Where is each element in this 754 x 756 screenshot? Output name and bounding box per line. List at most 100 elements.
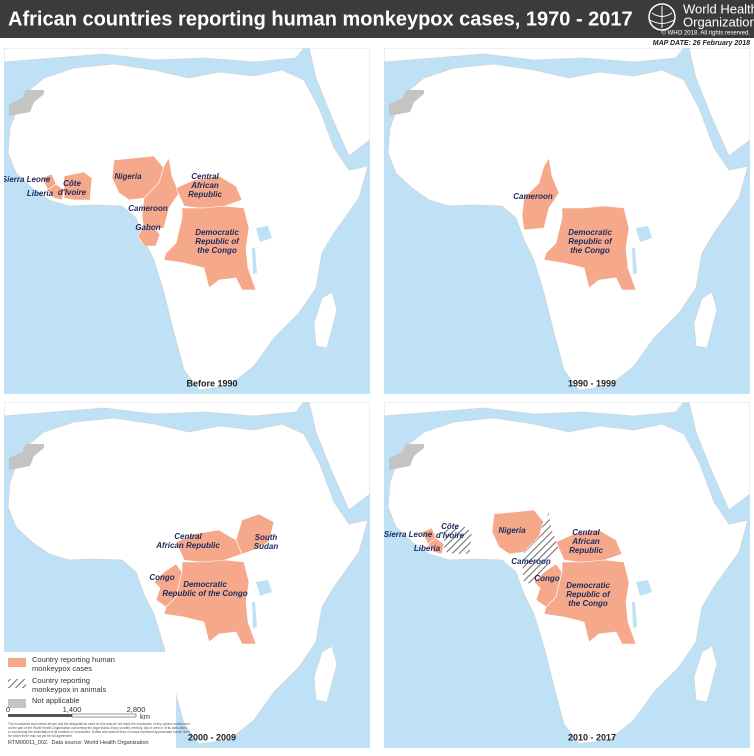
- country-label: Republic of the Congo: [162, 589, 247, 598]
- country-label: Republic: [188, 190, 222, 199]
- country-label: Democratic: [195, 228, 239, 237]
- country-label: the Congo: [197, 246, 237, 255]
- country: [163, 559, 257, 645]
- period-label: Before 1990: [186, 378, 237, 388]
- footer-source: RTM00011_002. Data source: World Health O…: [8, 740, 149, 746]
- country-label: Nigeria: [114, 172, 142, 181]
- country: [555, 529, 623, 563]
- scale-label: 0: [6, 705, 10, 714]
- disclaimer: The boundaries and names shown and the d…: [8, 722, 191, 726]
- lake: [256, 580, 272, 596]
- period-label: 1990 - 1999: [568, 378, 616, 388]
- disclaimer: for which there may not yet be full agre…: [8, 734, 73, 738]
- scale-bar: [71, 713, 137, 718]
- land: [384, 402, 685, 417]
- country-label: Congo: [534, 574, 559, 583]
- country-label: Republic of: [195, 237, 240, 246]
- country-label: d'Ivoire: [58, 188, 87, 197]
- organization-name: Organization: [683, 14, 754, 29]
- country-label: Central: [572, 528, 600, 537]
- legend-swatch: [8, 699, 26, 708]
- lake: [632, 602, 637, 628]
- legend-swatch: [8, 679, 26, 688]
- country: [427, 537, 445, 555]
- land: [313, 291, 338, 349]
- country: [137, 227, 161, 247]
- legend-label: Not applicable: [32, 696, 80, 705]
- legend-label: monkeypox cases: [32, 664, 92, 673]
- country-label: Sierra Leone: [2, 175, 51, 184]
- country-label: Sudan: [254, 542, 279, 551]
- not-applicable-area: [389, 444, 424, 470]
- country-label: the Congo: [570, 246, 610, 255]
- not-applicable-area: [389, 90, 424, 116]
- copyright: © WHO 2018. All rights reserved.: [662, 30, 751, 37]
- country: [543, 205, 637, 291]
- land: [4, 48, 305, 63]
- country-label: Sierra Leone: [384, 530, 433, 539]
- period-label: 2000 - 2009: [188, 732, 236, 742]
- scale-label: 1,400: [63, 705, 82, 714]
- country-label: Cameroon: [128, 204, 168, 213]
- country-label: Democratic: [183, 580, 227, 589]
- who-logo: [648, 3, 676, 31]
- country: [175, 175, 243, 209]
- legend-swatch: [8, 658, 26, 667]
- country-label: Central: [174, 532, 202, 541]
- country-label: Liberia: [414, 544, 441, 553]
- country: [163, 205, 257, 291]
- country-label: Republic of: [566, 590, 611, 599]
- land: [384, 48, 685, 63]
- country-label: the Congo: [568, 599, 608, 608]
- country-label: Democratic: [568, 228, 612, 237]
- organization-name: World Health: [683, 1, 754, 16]
- land: [313, 645, 338, 703]
- country-label: Democratic: [566, 581, 610, 590]
- country: [443, 525, 473, 555]
- country: [543, 559, 637, 645]
- legend-label: Country reporting human: [32, 655, 115, 664]
- map-date: MAP DATE: 26 February 2018: [653, 40, 750, 47]
- country-label: Congo: [149, 573, 174, 582]
- land: [308, 48, 370, 157]
- country-label: Nigeria: [498, 526, 526, 535]
- country-label: Côte: [441, 522, 459, 531]
- country: [521, 157, 560, 231]
- country-label: African: [190, 181, 219, 190]
- land: [4, 402, 305, 417]
- country-label: African: [571, 537, 600, 546]
- disclaimer: or concerning the delimitation of its fr…: [8, 730, 190, 734]
- country-label: Republic of: [568, 237, 613, 246]
- disclaimer: on the part of the World Health Organiza…: [8, 726, 188, 730]
- country-label: Gabon: [135, 223, 160, 232]
- legend-background: [4, 652, 176, 748]
- country: [47, 183, 65, 201]
- country-label: Cameroon: [511, 557, 551, 566]
- lake: [256, 226, 272, 242]
- country: [521, 511, 560, 585]
- data-source: Data source: World Health Organization: [51, 740, 148, 746]
- scale-label: 2,800: [127, 705, 146, 714]
- lake: [636, 580, 652, 596]
- country-label: African Republic: [155, 541, 220, 550]
- scale-bar: [8, 714, 72, 717]
- not-applicable-area: [9, 444, 44, 470]
- not-applicable-area: [9, 90, 44, 116]
- map-code: RTM00011_002.: [8, 740, 49, 746]
- land: [688, 48, 750, 157]
- lake: [252, 602, 257, 628]
- country-label: South: [255, 533, 278, 542]
- country-label: Republic: [569, 546, 603, 555]
- land: [688, 402, 750, 511]
- land: [693, 291, 718, 349]
- lake: [632, 248, 637, 274]
- legend-label: Country reporting: [32, 676, 90, 685]
